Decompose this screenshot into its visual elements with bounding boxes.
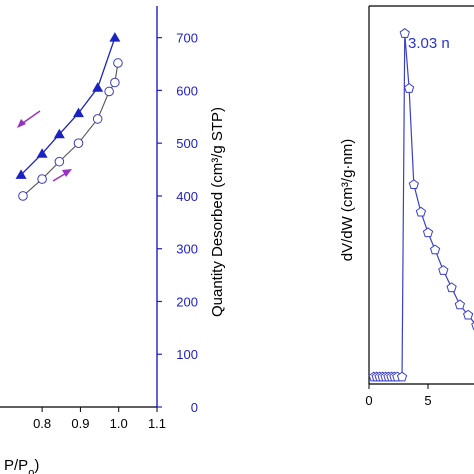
pore-distribution-panel: 0510 dV/dW (cm³/g·nm) 3.03 n bbox=[339, 5, 474, 408]
right-series-group bbox=[368, 28, 474, 382]
desorption-point bbox=[15, 169, 27, 179]
left-series-group bbox=[15, 32, 123, 201]
left-y-axis-title: Quantity Desorbed (cm³/g STP) bbox=[209, 107, 226, 317]
isotherm-panel: 0.8 0.9 1.0 1.1 0 100 200 300 400 500 600 700 Quan… bbox=[0, 6, 226, 474]
right-x-tick-label: 5 bbox=[424, 393, 431, 408]
adsorption-point bbox=[113, 58, 123, 68]
pore-distribution-point bbox=[446, 282, 457, 293]
adsorption-arrow bbox=[52, 169, 72, 182]
pore-distribution-point bbox=[422, 227, 434, 238]
pore-distribution-line bbox=[373, 33, 474, 378]
desorption-point bbox=[73, 107, 84, 118]
left-y-tick-label: 300 bbox=[176, 242, 198, 257]
pore-distribution-point bbox=[462, 309, 474, 320]
left-x-tick-label: 0.8 bbox=[33, 416, 51, 431]
left-x-tick-label: 0.9 bbox=[71, 416, 89, 431]
left-x-ticks: 0.8 0.9 1.0 1.1 bbox=[33, 407, 166, 431]
adsorption-point bbox=[73, 138, 84, 148]
left-x-tick-label: 1.1 bbox=[148, 416, 166, 431]
peak-annotation: 3.03 n bbox=[408, 35, 450, 52]
desorption-line bbox=[20, 37, 116, 176]
pore-distribution-point bbox=[408, 179, 419, 190]
adsorption-point bbox=[104, 86, 114, 97]
adsorption-point bbox=[18, 191, 28, 201]
left-x-axis-title: P/Po) bbox=[4, 457, 39, 474]
pore-distribution-point bbox=[396, 371, 408, 382]
left-y-tick-label: 200 bbox=[176, 294, 198, 309]
left-y-tick-label: 400 bbox=[176, 189, 198, 204]
adsorption-line bbox=[22, 62, 119, 197]
desorption-point bbox=[53, 128, 65, 139]
pore-distribution-point bbox=[471, 321, 474, 330]
adsorption-point bbox=[54, 156, 65, 167]
pore-distribution-point bbox=[399, 28, 410, 38]
desorption-point bbox=[109, 32, 121, 42]
pore-distribution-point bbox=[403, 83, 415, 93]
right-x-ticks: 0510 bbox=[365, 384, 432, 408]
pore-distribution-point bbox=[429, 244, 441, 255]
pore-distribution-point bbox=[415, 206, 427, 217]
adsorption-point bbox=[37, 174, 47, 184]
left-y-tick-label: 500 bbox=[176, 136, 198, 151]
desorption-point bbox=[36, 148, 48, 158]
right-x-tick-label: 0 bbox=[365, 393, 372, 408]
left-y-tick-label: 100 bbox=[176, 347, 198, 362]
right-y-axis-title: dV/dW (cm³/g·nm) bbox=[339, 139, 356, 262]
left-y-tick-label: 600 bbox=[176, 83, 198, 98]
desorption-arrow bbox=[17, 110, 41, 128]
pore-distribution-point bbox=[438, 265, 449, 275]
left-y-tick-label: 700 bbox=[176, 31, 198, 46]
left-y-tick-label: 0 bbox=[191, 400, 198, 415]
desorption-point bbox=[92, 82, 104, 92]
adsorption-point bbox=[110, 77, 120, 88]
left-x-tick-label: 1.0 bbox=[110, 416, 128, 431]
pore-distribution-point bbox=[454, 299, 466, 310]
adsorption-point bbox=[92, 114, 103, 124]
left-y-ticks: 0 100 200 300 400 500 600 700 bbox=[157, 31, 198, 415]
